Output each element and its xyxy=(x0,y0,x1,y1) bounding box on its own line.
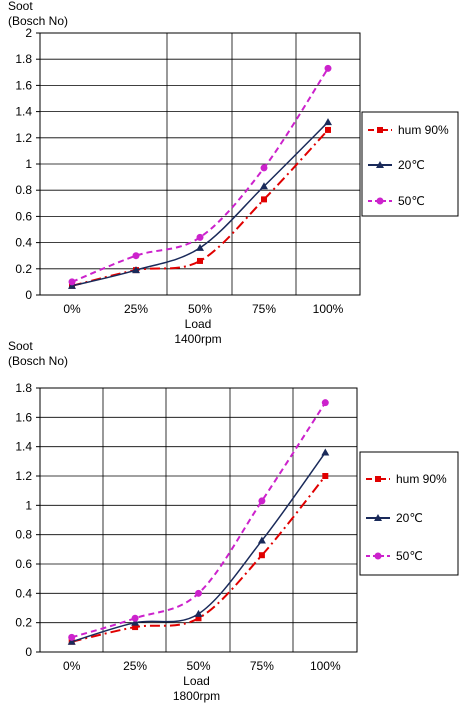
x-tick-label: 25% xyxy=(124,302,148,316)
y-tick-label: 1.2 xyxy=(15,469,32,483)
y-tick-label: 0.4 xyxy=(15,586,32,600)
legend-label: 20℃ xyxy=(398,158,425,172)
y-tick-label: 1.6 xyxy=(15,78,32,92)
x-tick-label: 50% xyxy=(186,659,210,673)
data-point-square xyxy=(132,624,139,631)
data-point-square xyxy=(197,257,203,264)
chart-1: Soot(Bosch No) 0 0.2 0.4 0.6 0.8 1 1.2 1.4 1.6 1.8… xyxy=(8,0,459,346)
x-tick-label: 25% xyxy=(123,659,147,673)
data-point-triangle xyxy=(376,161,384,168)
y-tick-label: 1 xyxy=(25,498,32,512)
x-axis-subtitle: 1800rpm xyxy=(173,689,220,703)
x-tick-label: 0% xyxy=(63,659,81,673)
data-point-circle xyxy=(68,633,76,641)
series-line xyxy=(71,475,327,643)
x-tick-label: 75% xyxy=(252,302,276,316)
y-tick-label: 1.4 xyxy=(15,105,32,119)
data-point-triangle xyxy=(194,609,203,617)
data-point-triangle xyxy=(260,182,268,190)
data-point-circle xyxy=(321,399,329,407)
data-point-square xyxy=(195,615,202,622)
y-tick-label: 0.8 xyxy=(15,528,32,542)
y-tick-label: 0.2 xyxy=(15,262,32,276)
y-tick-label: 0 xyxy=(25,645,32,659)
y-tick-label: 0.6 xyxy=(15,209,32,223)
y-axis-title: Soot xyxy=(8,339,33,353)
x-tick-label: 75% xyxy=(250,659,274,673)
data-point-triangle xyxy=(257,536,266,544)
y-tick-label: 0.2 xyxy=(15,616,32,630)
legend-label: hum 90% xyxy=(396,472,447,486)
data-point-triangle xyxy=(196,243,204,251)
data-point-square xyxy=(258,552,265,559)
data-point-triangle xyxy=(67,637,76,645)
y-axis-subtitle: (Bosch No) xyxy=(8,354,68,368)
legend: hum 90% 20℃ 50℃ xyxy=(361,111,459,217)
x-tick-label: 0% xyxy=(63,302,81,316)
series-2 xyxy=(67,448,330,645)
y-tick-label: 1.4 xyxy=(15,440,32,454)
data-point-square xyxy=(261,196,267,203)
y-tick-label: 0.8 xyxy=(15,183,32,197)
x-tick-label: 100% xyxy=(313,302,344,316)
data-point-square xyxy=(377,127,383,133)
plot-area xyxy=(39,387,358,653)
y-tick-label: 0.4 xyxy=(15,236,32,250)
y-tick-label: 0 xyxy=(25,288,32,302)
data-point-square xyxy=(375,476,381,482)
x-axis-title: Load xyxy=(183,674,210,688)
chart-2: Soot(Bosch No) 0 0.2 0.4 0.6 0.8 1 1.2 1.4 1.6 1.8… xyxy=(8,339,459,703)
data-point-triangle xyxy=(324,118,332,126)
data-point-circle xyxy=(132,252,140,260)
legend-label: 50℃ xyxy=(398,194,425,208)
legend: hum 90% 20℃ 50℃ xyxy=(359,451,459,576)
data-point-square xyxy=(322,473,329,479)
series-3 xyxy=(68,64,332,286)
series-line xyxy=(71,402,327,639)
x-tick-label: 100% xyxy=(310,659,341,673)
y-tick-label: 1 xyxy=(25,157,32,171)
y-tick-label: 2 xyxy=(25,26,32,40)
y-tick-label: 1.6 xyxy=(15,410,32,424)
data-point-circle xyxy=(68,278,76,286)
data-point-triangle xyxy=(321,448,330,456)
y-tick-label: 1.8 xyxy=(15,381,32,395)
data-point-triangle xyxy=(132,266,140,274)
legend-label: 20℃ xyxy=(396,511,423,525)
y-axis-subtitle: (Bosch No) xyxy=(8,14,68,28)
y-tick-label: 0.6 xyxy=(15,557,32,571)
data-point-circle xyxy=(195,589,202,597)
series-line xyxy=(71,67,329,283)
data-point-circle xyxy=(131,614,139,622)
data-point-circle xyxy=(374,552,382,560)
y-tick-label: 1.8 xyxy=(15,52,32,66)
legend-label: hum 90% xyxy=(398,123,449,137)
data-point-circle xyxy=(376,197,384,205)
legend-label: 50℃ xyxy=(396,549,423,563)
y-tick-label: 1.2 xyxy=(15,131,32,145)
series-2 xyxy=(68,118,332,289)
data-point-square xyxy=(325,126,331,133)
data-point-circle xyxy=(260,164,268,172)
y-axis-title: Soot xyxy=(8,0,33,13)
series-line xyxy=(71,452,326,643)
x-axis-subtitle: 1400rpm xyxy=(174,332,221,346)
series-3 xyxy=(68,399,329,641)
x-axis-title: Load xyxy=(185,317,212,331)
data-point-triangle xyxy=(374,514,382,521)
x-tick-label: 50% xyxy=(188,302,212,316)
data-point-circle xyxy=(196,233,204,241)
data-point-circle xyxy=(258,497,266,505)
data-point-circle xyxy=(324,64,332,72)
data-point-triangle xyxy=(131,618,140,626)
series-line xyxy=(71,129,329,287)
